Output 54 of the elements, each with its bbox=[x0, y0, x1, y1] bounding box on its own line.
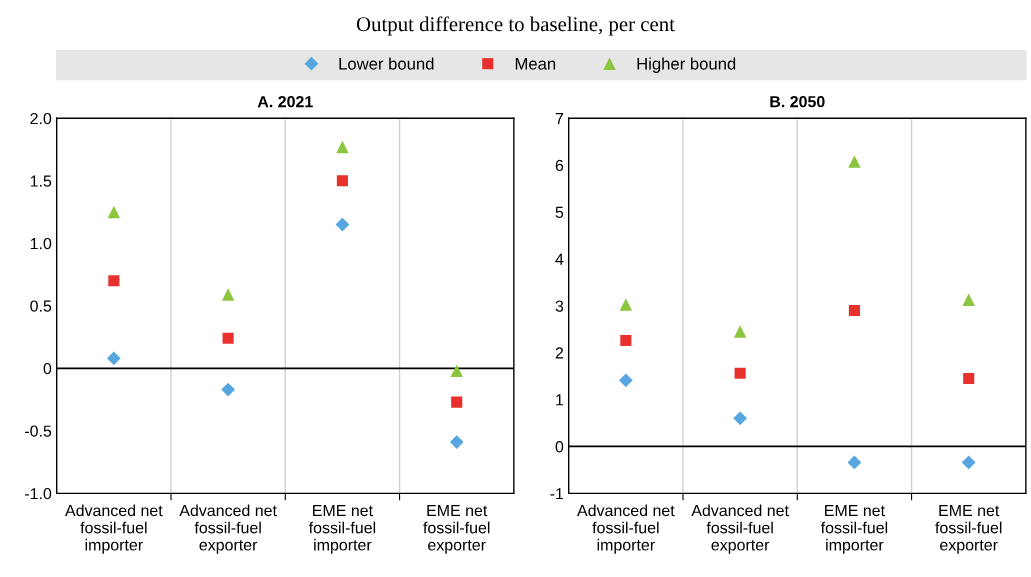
point bbox=[733, 325, 747, 338]
y-tick-label: 0 bbox=[43, 362, 52, 375]
y-tick-label: -0.5 bbox=[25, 425, 52, 437]
y-tick-label: 1 bbox=[556, 394, 564, 406]
point bbox=[618, 373, 633, 388]
y-tick-label: 6 bbox=[555, 159, 564, 172]
x-tick-label: Advanced net fossil-fuel importer bbox=[65, 504, 163, 554]
point bbox=[336, 175, 348, 187]
point bbox=[620, 334, 632, 347]
point bbox=[733, 411, 748, 426]
point bbox=[619, 298, 633, 311]
x-tick-label: EME net fossil-fuel exporter bbox=[423, 505, 490, 554]
chart-title: A. 2021 bbox=[257, 96, 313, 108]
x-tick-label: Advanced net fossil-fuel importer bbox=[577, 504, 675, 554]
point bbox=[963, 372, 975, 385]
y-tick-label: 5 bbox=[555, 206, 564, 218]
y-tick-label: -1 bbox=[550, 488, 564, 500]
point bbox=[106, 351, 121, 366]
point bbox=[961, 455, 976, 470]
y-tick-label: 0 bbox=[555, 441, 564, 453]
x-tick-label: Advanced net fossil-fuel exporter bbox=[691, 504, 789, 554]
point bbox=[221, 288, 235, 301]
y-tick-label: 2.0 bbox=[30, 112, 52, 125]
point bbox=[335, 217, 350, 232]
y-tick-label: 1.0 bbox=[30, 237, 52, 250]
y-tick-label: 0.5 bbox=[30, 300, 52, 312]
point bbox=[848, 155, 861, 168]
y-tick-label: 4 bbox=[555, 253, 564, 265]
point bbox=[848, 304, 860, 317]
point bbox=[336, 140, 349, 154]
point bbox=[222, 332, 234, 344]
x-tick-label: EME net fossil-fuel importer bbox=[820, 505, 888, 554]
y-tick-label: 2 bbox=[555, 347, 564, 359]
point bbox=[449, 435, 464, 449]
point bbox=[451, 396, 463, 408]
point bbox=[847, 455, 862, 470]
legend-label: Lower bound bbox=[339, 57, 434, 70]
point bbox=[450, 364, 463, 378]
y-tick-label: 7 bbox=[555, 113, 564, 125]
legend-label: Higher bound bbox=[637, 57, 736, 73]
point bbox=[108, 275, 120, 287]
point bbox=[221, 382, 236, 397]
point bbox=[107, 205, 121, 219]
y-tick-label: 1.5 bbox=[30, 175, 52, 187]
x-tick-label: EME net fossil-fuel exporter bbox=[935, 505, 1002, 554]
chart-title: B. 2050 bbox=[770, 96, 825, 108]
x-tick-label: Advanced net fossil-fuel exporter bbox=[179, 504, 277, 554]
legend-label: Mean bbox=[515, 58, 556, 70]
y-tick-label: 3 bbox=[555, 300, 564, 312]
point bbox=[962, 293, 975, 306]
x-tick-label: EME net fossil-fuel importer bbox=[308, 505, 376, 554]
y-tick-label: -1.0 bbox=[25, 487, 52, 500]
text: Output difference to baseline, per cent bbox=[356, 16, 675, 36]
point bbox=[734, 367, 746, 379]
